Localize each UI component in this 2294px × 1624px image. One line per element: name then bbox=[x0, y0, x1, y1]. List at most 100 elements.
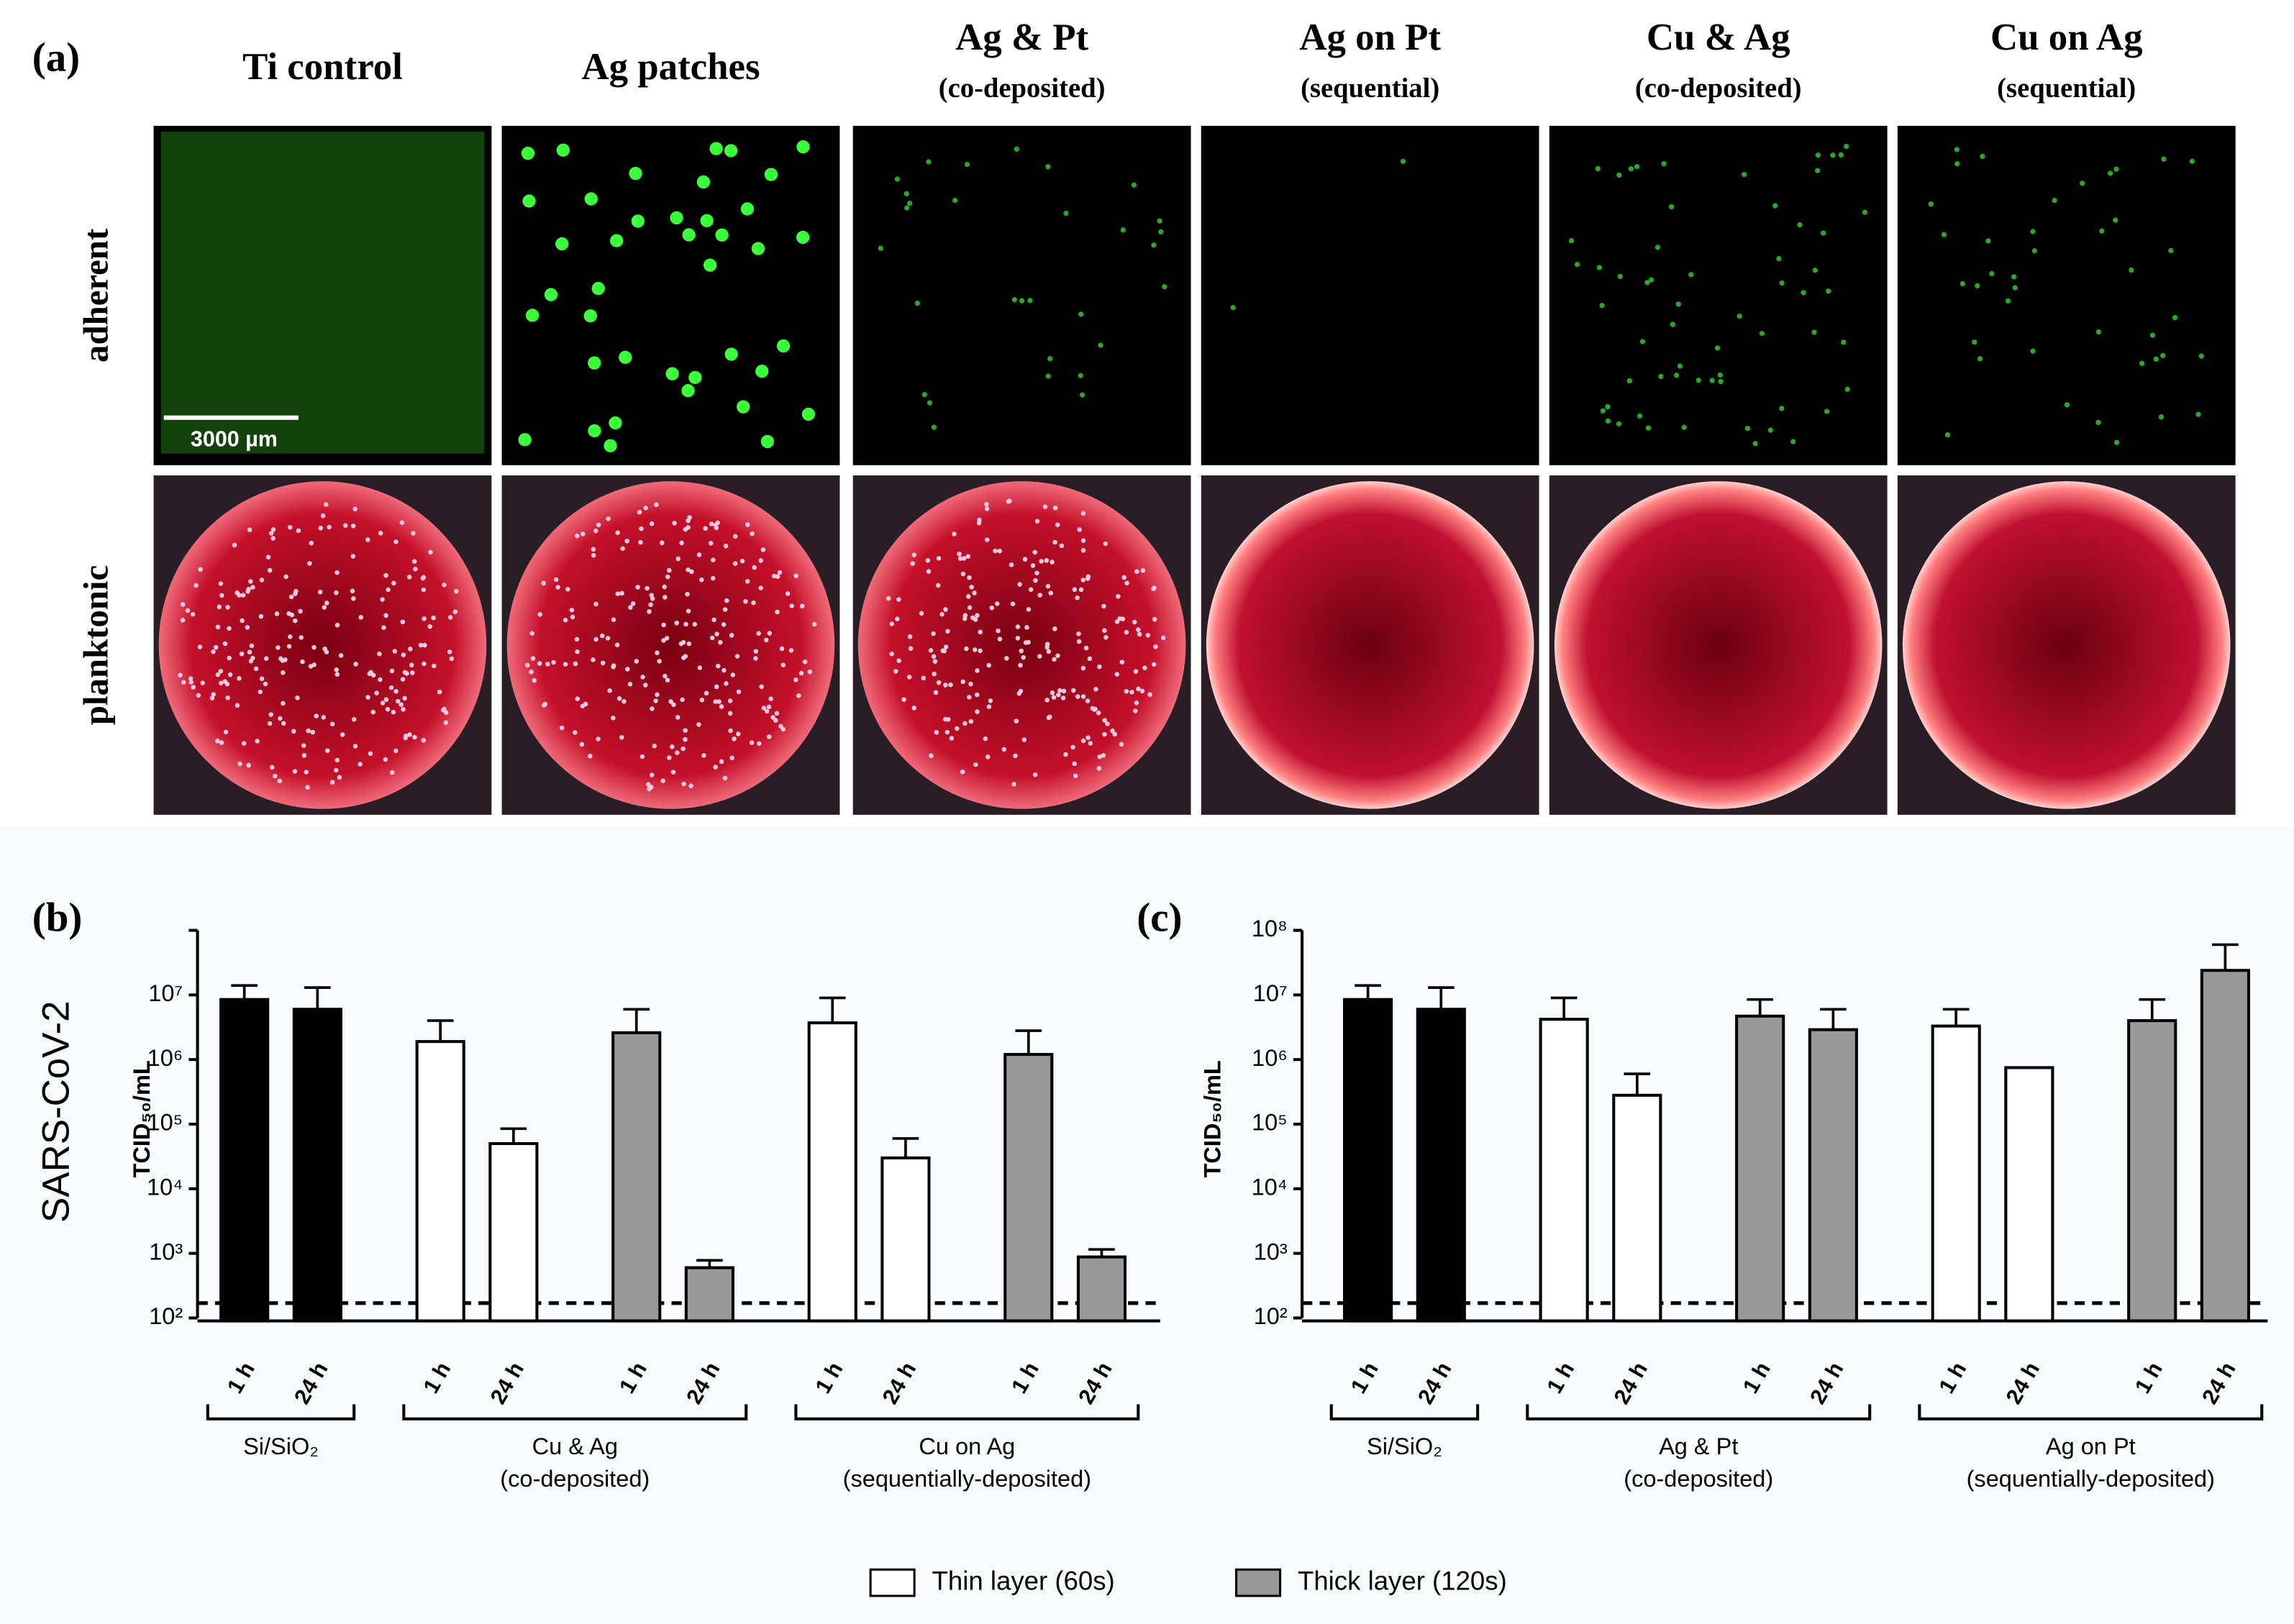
cell-dot bbox=[1151, 242, 1157, 248]
colony bbox=[1080, 511, 1086, 516]
colony bbox=[1075, 694, 1080, 699]
colony bbox=[908, 646, 914, 651]
colony bbox=[978, 648, 983, 654]
colony bbox=[1077, 527, 1082, 532]
colony bbox=[721, 622, 727, 627]
colony bbox=[715, 663, 721, 669]
colony bbox=[973, 647, 978, 652]
colony bbox=[943, 644, 949, 649]
error-bar bbox=[304, 986, 331, 1010]
colony bbox=[593, 637, 598, 642]
group-bracket bbox=[1329, 1404, 1480, 1420]
colony bbox=[1088, 741, 1093, 746]
colony bbox=[575, 696, 581, 701]
colony bbox=[1097, 664, 1102, 670]
colony bbox=[780, 662, 786, 667]
cell-dot bbox=[1605, 403, 1611, 410]
row-label: planktonic bbox=[77, 565, 116, 725]
cell-dot bbox=[904, 191, 909, 196]
cell-dot bbox=[1131, 182, 1137, 188]
colony bbox=[591, 552, 596, 558]
colony bbox=[305, 785, 310, 790]
error-bar bbox=[427, 1019, 454, 1042]
group-bracket bbox=[1526, 1404, 1872, 1420]
colony bbox=[237, 676, 242, 681]
colony bbox=[1044, 698, 1050, 703]
cell-dot bbox=[1011, 297, 1017, 303]
cell-dot bbox=[776, 339, 791, 353]
colony bbox=[337, 775, 342, 780]
colony bbox=[442, 582, 447, 588]
colony bbox=[418, 642, 424, 648]
colony bbox=[447, 615, 453, 620]
column-title: Cu on Ag bbox=[1990, 17, 2143, 58]
colony bbox=[402, 670, 408, 675]
colony bbox=[292, 769, 298, 774]
fluorescence-image bbox=[501, 125, 840, 465]
group-label: Si/SiO₂ bbox=[1367, 1433, 1442, 1459]
group-bracket bbox=[1918, 1404, 2264, 1420]
colony bbox=[714, 525, 719, 531]
colony bbox=[1022, 557, 1028, 562]
y-tick-label: 10⁷ bbox=[148, 980, 183, 1006]
colony bbox=[761, 706, 767, 711]
colony bbox=[573, 661, 578, 667]
colony bbox=[227, 626, 232, 631]
bar bbox=[1076, 1255, 1127, 1323]
cell-dot bbox=[609, 416, 622, 430]
colony bbox=[967, 695, 972, 700]
colony bbox=[241, 741, 247, 746]
colony bbox=[634, 659, 640, 664]
colony bbox=[1032, 772, 1038, 777]
colony bbox=[383, 613, 388, 619]
error-bar bbox=[819, 996, 846, 1023]
colony bbox=[1136, 627, 1141, 632]
colony bbox=[1037, 593, 1042, 598]
row-label: adherent bbox=[77, 228, 116, 362]
colony bbox=[529, 631, 534, 636]
colony bbox=[614, 642, 620, 647]
cell-dot bbox=[2064, 402, 2070, 408]
colony bbox=[745, 522, 750, 527]
colony bbox=[1047, 714, 1052, 720]
colony bbox=[350, 554, 356, 559]
bar bbox=[2004, 1066, 2054, 1323]
cell-dot bbox=[921, 392, 927, 398]
colony bbox=[1024, 625, 1029, 630]
cell-dot bbox=[1019, 298, 1025, 304]
group-note: (sequentially-deposited) bbox=[1967, 1466, 2215, 1492]
colony bbox=[686, 525, 691, 530]
colony bbox=[1133, 669, 1139, 674]
cell-dot bbox=[2005, 298, 2011, 304]
error-bar bbox=[231, 984, 258, 1000]
colony bbox=[727, 698, 733, 703]
colony bbox=[948, 682, 953, 688]
colony bbox=[943, 683, 948, 688]
colony bbox=[263, 681, 268, 687]
cell-dot bbox=[696, 175, 711, 189]
colony bbox=[993, 548, 998, 554]
colony bbox=[1124, 688, 1129, 694]
colony bbox=[699, 697, 705, 703]
colony bbox=[627, 682, 633, 687]
colony bbox=[1119, 742, 1124, 747]
colony bbox=[988, 698, 993, 703]
colony bbox=[648, 602, 653, 607]
colony bbox=[253, 666, 259, 672]
colony bbox=[225, 695, 230, 701]
cell-dot bbox=[796, 230, 810, 245]
colony bbox=[639, 526, 644, 532]
colony bbox=[399, 702, 404, 707]
colony bbox=[661, 638, 666, 643]
cell-dot bbox=[737, 400, 750, 414]
cell-dot bbox=[1027, 298, 1033, 304]
cell-dot bbox=[1941, 232, 1947, 237]
colony bbox=[311, 644, 317, 650]
colony bbox=[723, 543, 729, 549]
cell-dot bbox=[629, 166, 642, 181]
colony bbox=[370, 709, 376, 715]
colony bbox=[381, 625, 386, 630]
error-bar bbox=[2139, 998, 2166, 1021]
colony bbox=[1015, 624, 1021, 629]
fluorescence-image bbox=[1549, 125, 1888, 465]
